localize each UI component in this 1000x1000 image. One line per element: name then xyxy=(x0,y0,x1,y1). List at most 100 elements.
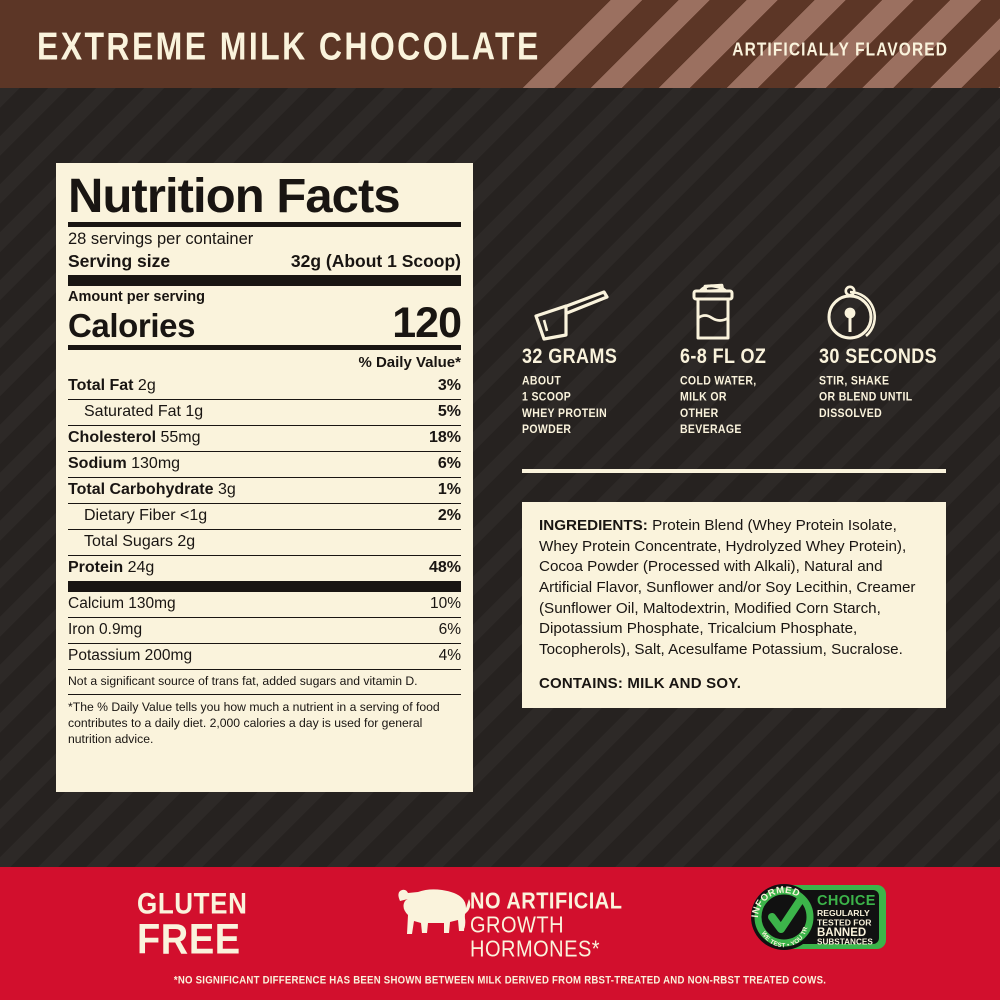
ingredients-text: INGREDIENTS: Protein Blend (Whey Protein… xyxy=(539,516,929,661)
divider xyxy=(68,344,461,350)
serving-size-value: 32g (About 1 Scoop) xyxy=(290,250,461,271)
serving-size-label: Serving size xyxy=(68,250,171,271)
divider xyxy=(68,580,461,592)
nutrient-daily-value: 1% xyxy=(437,481,461,499)
vitamin-rows: Calcium 130mg 10% Iron 0.9mg 6% Potassium 20… xyxy=(68,592,461,669)
nutrient-row: Saturated Fat 1g 5% xyxy=(68,400,461,425)
direction-headline: 30 SECONDS xyxy=(819,344,938,368)
nutrient-row: Total Fat 2g 3% xyxy=(68,374,461,399)
nutrient-row: Dietary Fiber <1g 2% xyxy=(68,504,461,529)
direction-detail: ABOUT 1 SCOOP WHEY PROTEIN POWDER xyxy=(522,374,608,437)
divider xyxy=(68,528,461,530)
vitamin-daily-value: 6% xyxy=(438,621,461,639)
direction-headline: 6-8 FL OZ xyxy=(680,344,767,368)
divider xyxy=(68,554,461,556)
not-significant-note: Not a significant source of trans fat, a… xyxy=(68,673,418,688)
vitamin-row: Calcium 130mg 10% xyxy=(68,592,461,617)
badge-line-4: SUBSTANCES xyxy=(817,938,873,947)
stopwatch-icon xyxy=(819,282,949,344)
amount-per-serving-label: Amount per serving xyxy=(68,288,205,305)
nutrient-row: Total Sugars 2g xyxy=(68,530,461,555)
badge-line-1: REGULARLY xyxy=(817,908,870,918)
header-stripe-pattern xyxy=(490,0,1000,88)
divider xyxy=(68,398,461,400)
nutrient-row: Protein 24g 48% xyxy=(68,556,461,581)
nutrient-name: Protein 24g xyxy=(68,559,155,577)
cow-icon xyxy=(386,885,476,952)
nutrition-facts-title: Nutrition Facts xyxy=(68,170,401,223)
direction-detail: STIR, SHAKE OR BLEND UNTIL DISSOLVED xyxy=(819,374,913,421)
servings-per-container: 28 servings per container xyxy=(68,229,254,248)
gluten-free-badge: GLUTEN FREE xyxy=(137,886,248,962)
nutrition-facts-panel: Nutrition Facts 28 servings per containe… xyxy=(56,163,473,792)
nutrient-name: Sodium 130mg xyxy=(68,455,181,473)
ingredients-list: Protein Blend (Whey Protein Isolate, Whe… xyxy=(539,517,916,659)
ingredients-panel: INGREDIENTS: Protein Blend (Whey Protein… xyxy=(522,502,946,708)
nutrient-name: Dietary Fiber <1g xyxy=(84,507,208,525)
serving-size-row: Serving size 32g (About 1 Scoop) xyxy=(68,250,461,275)
divider xyxy=(68,642,461,644)
section-divider xyxy=(522,469,946,473)
vitamin-row: Potassium 200mg 4% xyxy=(68,644,461,669)
divider xyxy=(68,502,461,504)
vitamin-daily-value: 10% xyxy=(429,595,461,613)
no-growth-hormones-badge: NO ARTIFICIAL GROWTH HORMONES* xyxy=(470,889,623,963)
nutrient-name: Total Sugars 2g xyxy=(84,533,196,551)
divider xyxy=(68,274,461,286)
nutrient-daily-value: 2% xyxy=(437,507,461,525)
shaker-icon xyxy=(680,282,820,344)
vitamin-name: Potassium 200mg xyxy=(68,647,193,665)
gluten-free-line-1: GLUTEN xyxy=(137,886,248,921)
nutrient-name: Saturated Fat 1g xyxy=(84,403,204,421)
nutrient-rows: Total Fat 2g 3% Saturated Fat 1g 5% Choleste… xyxy=(68,374,461,581)
no-hormones-line-3: HORMONES* xyxy=(470,937,601,963)
nutrient-daily-value: 48% xyxy=(428,559,461,577)
nutrient-daily-value: 6% xyxy=(437,455,461,473)
nutrient-row: Cholesterol 55mg 18% xyxy=(68,426,461,451)
vitamin-daily-value: 4% xyxy=(438,647,461,665)
divider xyxy=(68,221,461,227)
daily-value-footnote: *The % Daily Value tells you how much a … xyxy=(68,700,440,746)
divider xyxy=(68,668,461,670)
scoop-icon xyxy=(522,282,672,344)
divider xyxy=(68,694,461,696)
badge-line-2: TESTED FOR xyxy=(817,918,872,928)
divider xyxy=(68,476,461,478)
vitamin-name: Iron 0.9mg xyxy=(68,621,143,639)
contains-statement: CONTAINS: MILK AND SOY. xyxy=(539,674,742,692)
calories-row: Calories 120 xyxy=(68,298,462,347)
gluten-free-line-2: FREE xyxy=(137,916,241,964)
direction-step-3: 30 SECONDS STIR, SHAKE OR BLEND UNTIL DISS… xyxy=(819,282,949,420)
divider xyxy=(68,424,461,426)
vitamin-row: Iron 0.9mg 6% xyxy=(68,618,461,643)
rbst-disclaimer: *NO SIGNIFICANT DIFFERENCE HAS BEEN SHOW… xyxy=(173,974,827,987)
direction-step-2: 6-8 FL OZ COLD WATER, MILK OR OTHER BEVERAG… xyxy=(680,282,820,436)
direction-headline: 32 GRAMS xyxy=(522,344,618,368)
nutrient-name: Total Fat 2g xyxy=(68,377,156,395)
nutrient-daily-value: 18% xyxy=(428,429,461,447)
flavor-title: EXTREME MILK CHOCOLATE xyxy=(37,24,541,68)
nutrient-row: Sodium 130mg 6% xyxy=(68,452,461,477)
direction-detail: COLD WATER, MILK OR OTHER BEVERAGE xyxy=(680,374,757,437)
daily-value-header: % Daily Value* xyxy=(358,353,461,371)
badge-choice-text: CHOICE xyxy=(817,893,876,909)
nutrient-name: Total Carbohydrate 3g xyxy=(68,481,236,499)
badge-line-3: BANNED xyxy=(817,927,866,939)
no-hormones-line-1: NO ARTIFICIAL xyxy=(470,889,623,915)
informed-choice-badge: INFORMED WE TEST • YOU TRUST CHOICE REGU… xyxy=(742,874,890,962)
calories-label: Calories xyxy=(68,306,196,344)
directions-section: 32 GRAMS ABOUT 1 SCOOP WHEY PROTEIN POWDER … xyxy=(522,282,946,457)
nutrient-daily-value: 3% xyxy=(437,377,461,395)
no-hormones-line-2: GROWTH xyxy=(470,913,565,939)
divider xyxy=(68,616,461,618)
nutrient-daily-value: 5% xyxy=(437,403,461,421)
direction-step-1: 32 GRAMS ABOUT 1 SCOOP WHEY PROTEIN POWDER xyxy=(522,282,672,436)
nutrient-name: Cholesterol 55mg xyxy=(68,429,201,447)
artificially-flavored-text: ARTIFICIALLY FLAVORED xyxy=(732,40,948,61)
calories-value: 120 xyxy=(392,298,462,347)
divider xyxy=(68,450,461,452)
flavor-header: EXTREME MILK CHOCOLATE ARTIFICIALLY FLAV… xyxy=(0,0,1000,88)
ingredients-label: INGREDIENTS: xyxy=(539,517,648,534)
vitamin-name: Calcium 130mg xyxy=(68,595,176,613)
